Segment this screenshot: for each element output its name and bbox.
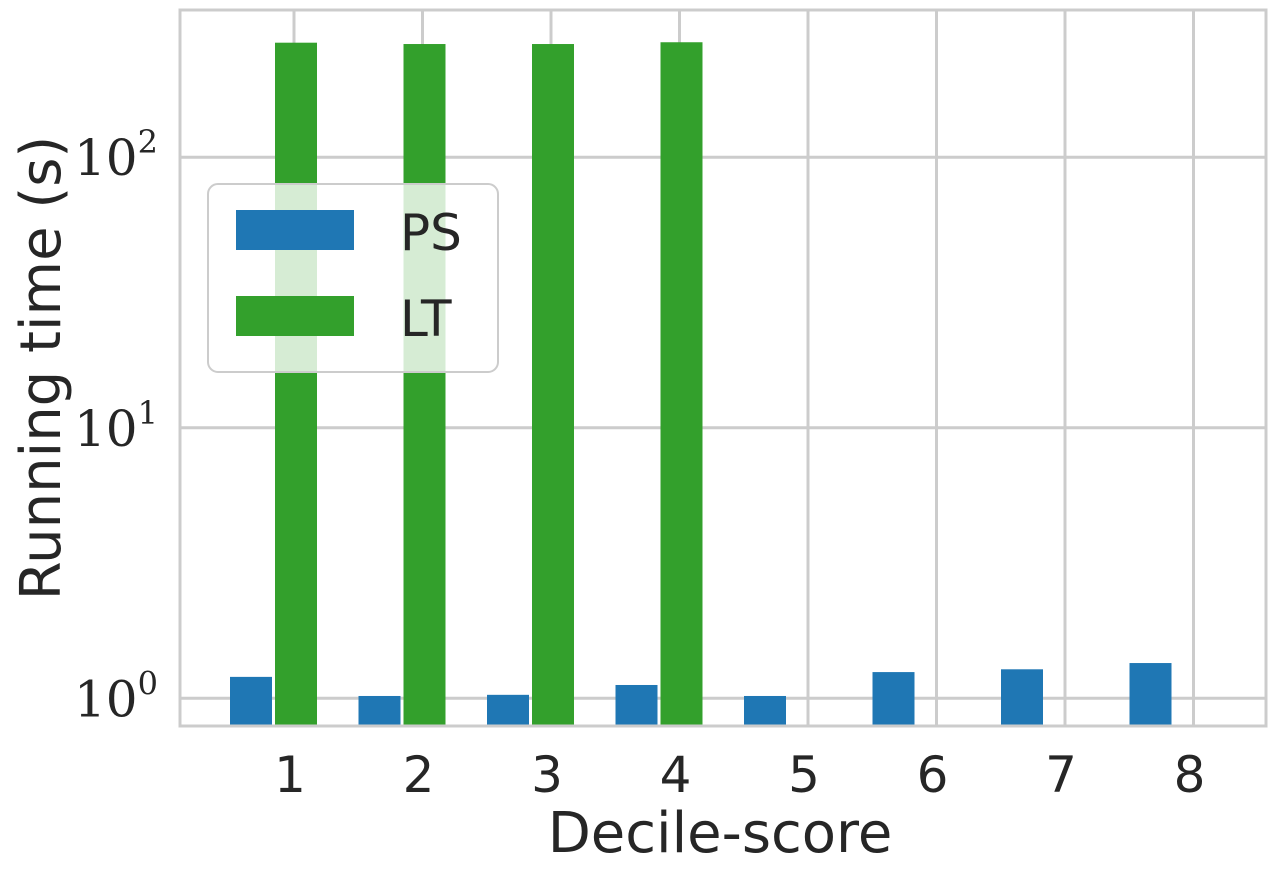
y-axis-label: Running time (s): [9, 136, 74, 600]
x-tick-label: 1: [274, 746, 306, 804]
bar-ps-3: [487, 694, 529, 726]
bar-ps-8: [1129, 663, 1172, 726]
x-tick-label: 4: [660, 746, 692, 804]
x-tick-label: 2: [403, 746, 435, 804]
bar-ps-6: [872, 672, 915, 726]
legend[interactable]: PS LT: [207, 183, 499, 373]
x-tick-labels: 1 2 3 4 5 6 7 8: [274, 746, 1205, 804]
bar-ps-1: [230, 676, 272, 726]
x-tick-label: 8: [1174, 746, 1206, 804]
x-tick-label: 3: [531, 746, 563, 804]
bar-ps-2: [358, 695, 401, 726]
bar-lt-2: [403, 44, 446, 727]
x-tick-label: 7: [1045, 746, 1077, 804]
plot-frame: [178, 8, 1268, 728]
legend-swatch-ps: [236, 210, 354, 250]
bar-lt-1: [275, 42, 317, 727]
legend-label-ps: PS: [400, 204, 462, 262]
bar-ps-7: [1001, 669, 1043, 726]
y-tick-label: 100: [74, 664, 158, 728]
y-tick-label: 101: [74, 394, 158, 458]
y-tick-label: 102: [74, 123, 158, 187]
x-tick-label: 5: [788, 746, 820, 804]
bar-ps-5: [744, 695, 786, 726]
x-tick-label: 6: [917, 746, 949, 804]
legend-swatch-lt: [236, 296, 354, 336]
bar-lt-3: [532, 44, 574, 727]
bars: [230, 42, 1172, 727]
legend-label-lt: LT: [400, 290, 452, 348]
x-axis-label: Decile-score: [548, 801, 893, 866]
bar-ps-4: [615, 684, 658, 726]
bar-lt-4: [660, 42, 703, 727]
y-tick-labels: 100 101 102: [74, 123, 158, 728]
